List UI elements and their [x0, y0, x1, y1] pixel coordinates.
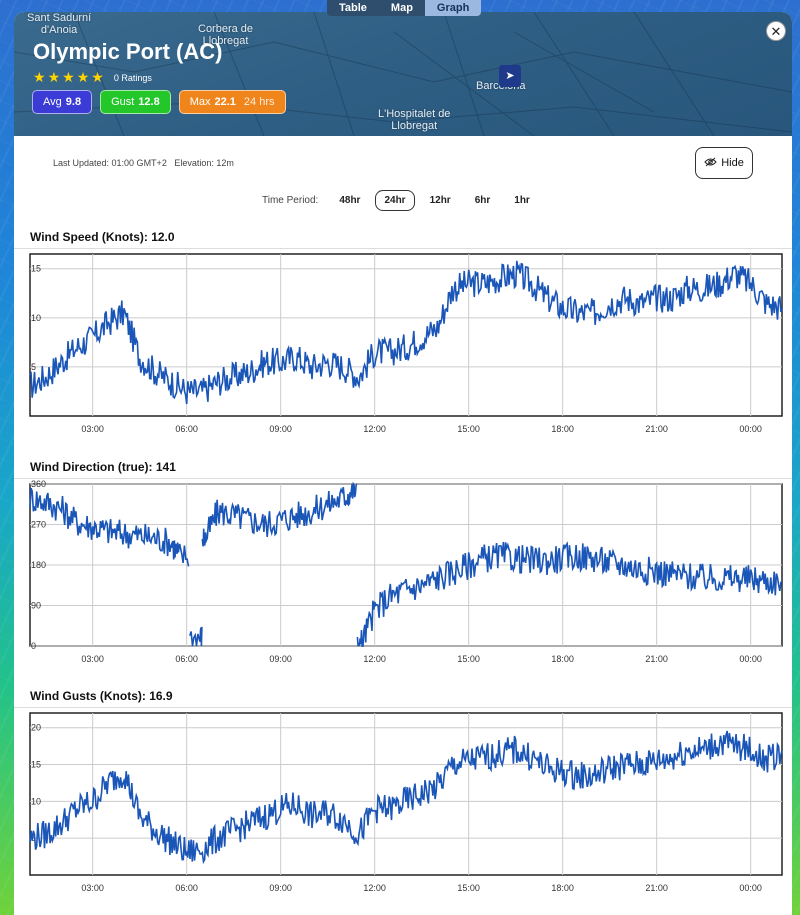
wind-gusts-chart: 5 10 15 20 03:00 06:00 09:00 12:00 15:00 18:00 21:… — [29, 712, 783, 893]
close-button[interactable]: ✕ — [766, 21, 786, 41]
y-tick-label: 10 — [31, 796, 41, 806]
view-tabs: Table Map Graph — [327, 0, 482, 16]
x-tick-label: 18:00 — [551, 654, 574, 664]
station-title: Olympic Port (AC) — [33, 39, 223, 64]
x-tick-label: 06:00 — [175, 883, 198, 893]
ratings-count: 0 Ratings — [113, 72, 152, 83]
max-badge: Max 22.1 24 hrs — [178, 90, 286, 114]
location-marker-icon[interactable]: ➤ — [499, 65, 521, 87]
wind-speed-title: Wind Speed (Knots): 12.0 — [30, 230, 175, 244]
x-tick-label: 09:00 — [269, 883, 292, 893]
y-tick-label: 5 — [31, 833, 36, 843]
series-line — [29, 481, 783, 647]
x-tick-label: 15:00 — [457, 883, 480, 893]
x-tick-label: 15:00 — [457, 424, 480, 434]
x-tick-label: 03:00 — [81, 424, 104, 434]
star-icon: ★ — [33, 69, 46, 85]
time-period-selector: Time Period: 48hr 24hr 12hr 6hr 1hr — [262, 190, 545, 211]
y-tick-label: 90 — [31, 601, 41, 611]
x-tick-label: 06:00 — [175, 424, 198, 434]
series-line — [29, 730, 783, 865]
time-period-label: Time Period: — [262, 195, 319, 206]
x-tick-label: 00:00 — [739, 424, 762, 434]
x-tick-label: 21:00 — [645, 654, 668, 664]
map-label-hospitalet: L'Hospitalet de Llobregat — [378, 108, 451, 132]
divider — [14, 707, 792, 708]
period-12hr[interactable]: 12hr — [429, 195, 451, 206]
rating[interactable]: ★ ★ ★ ★ ★ 0 Ratings — [33, 69, 152, 86]
x-tick-label: 12:00 — [363, 424, 386, 434]
divider — [14, 248, 792, 249]
period-6hr[interactable]: 6hr — [474, 195, 491, 206]
y-tick-label: 15 — [31, 760, 41, 770]
y-tick-label: 270 — [31, 520, 46, 530]
map-label-corbera: Corbera de Llobregat — [198, 23, 254, 47]
x-tick-label: 03:00 — [81, 883, 104, 893]
y-tick-label: 15 — [31, 264, 41, 274]
wind-direction-chart: 0 90 180 270 360 03:00 06:00 09:00 12:00 15:00 18:… — [29, 480, 783, 664]
y-tick-label: 180 — [31, 560, 46, 570]
x-tick-label: 18:00 — [551, 424, 574, 434]
y-tick-label: 20 — [31, 723, 41, 733]
x-tick-label: 21:00 — [645, 424, 668, 434]
wind-gusts-title: Wind Gusts (Knots): 16.9 — [30, 689, 173, 703]
gust-badge: Gust 12.8 — [100, 90, 171, 114]
tab-table[interactable]: Table — [339, 2, 367, 14]
series-line — [29, 260, 783, 405]
station-panel: Sant Sadurní d'Anoia Corbera de Llobrega… — [14, 12, 792, 915]
star-icon: ★ — [91, 69, 104, 85]
avg-badge: Avg 9.8 — [32, 90, 93, 114]
x-tick-label: 00:00 — [739, 883, 762, 893]
tab-map[interactable]: Map — [390, 2, 413, 14]
x-tick-label: 00:00 — [739, 654, 762, 664]
panel-header: Sant Sadurní d'Anoia Corbera de Llobrega… — [14, 12, 792, 136]
station-meta: Last Updated: 01:00 GMT+2 Elevation: 12m — [53, 158, 234, 168]
hide-button[interactable]: Hide — [695, 147, 753, 179]
x-tick-label: 18:00 — [551, 883, 574, 893]
star-icon: ★ — [76, 69, 90, 85]
x-tick-label: 03:00 — [81, 654, 104, 664]
period-1hr[interactable]: 1hr — [514, 195, 530, 206]
map-roads — [14, 12, 792, 136]
x-tick-label: 12:00 — [363, 883, 386, 893]
map-label-sant-sadurni: Sant Sadurní d'Anoia — [27, 12, 92, 36]
period-48hr[interactable]: 48hr — [339, 195, 361, 206]
period-24hr[interactable]: 24hr — [375, 190, 415, 211]
star-icon: ★ — [47, 69, 61, 85]
x-tick-label: 21:00 — [645, 883, 668, 893]
star-icon: ★ — [62, 69, 75, 85]
x-tick-label: 09:00 — [269, 654, 292, 664]
x-tick-label: 09:00 — [269, 424, 292, 434]
wind-direction-title: Wind Direction (true): 141 — [30, 460, 176, 474]
y-tick-label: 360 — [31, 480, 46, 489]
divider — [14, 478, 792, 479]
wind-speed-chart: 5 10 15 03:00 06:00 09:00 12:00 15:00 18:00 21:00… — [29, 253, 783, 434]
y-tick-label: 10 — [31, 313, 41, 323]
x-tick-label: 15:00 — [457, 654, 480, 664]
eye-slash-icon — [704, 157, 717, 170]
y-tick-label: 0 — [31, 641, 36, 651]
x-tick-label: 12:00 — [363, 654, 386, 664]
plot-area — [29, 253, 783, 417]
y-tick-label: 5 — [31, 362, 36, 372]
wind-badges: Avg 9.8 Gust 12.8 Max 22.1 24 hrs — [32, 90, 286, 114]
tab-graph[interactable]: Graph — [424, 0, 482, 16]
x-tick-label: 06:00 — [175, 654, 198, 664]
